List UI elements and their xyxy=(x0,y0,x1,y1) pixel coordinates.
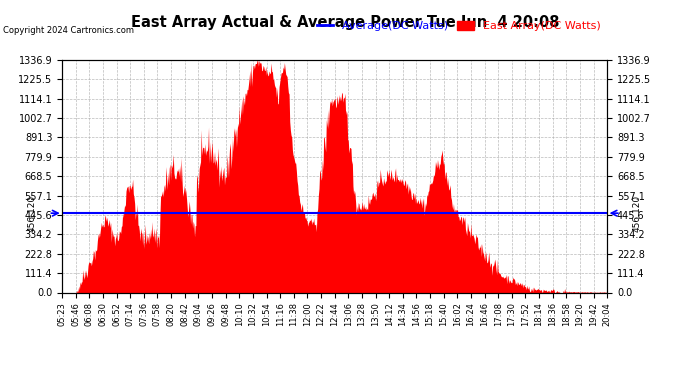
Text: 456.120: 456.120 xyxy=(633,195,642,232)
Legend: Average(DC Watts), East Array(DC Watts): Average(DC Watts), East Array(DC Watts) xyxy=(313,17,605,36)
Text: East Array Actual & Average Power Tue Jun  4 20:08: East Array Actual & Average Power Tue Ju… xyxy=(130,15,560,30)
Text: Copyright 2024 Cartronics.com: Copyright 2024 Cartronics.com xyxy=(3,26,135,35)
Text: 456.120: 456.120 xyxy=(28,195,37,232)
